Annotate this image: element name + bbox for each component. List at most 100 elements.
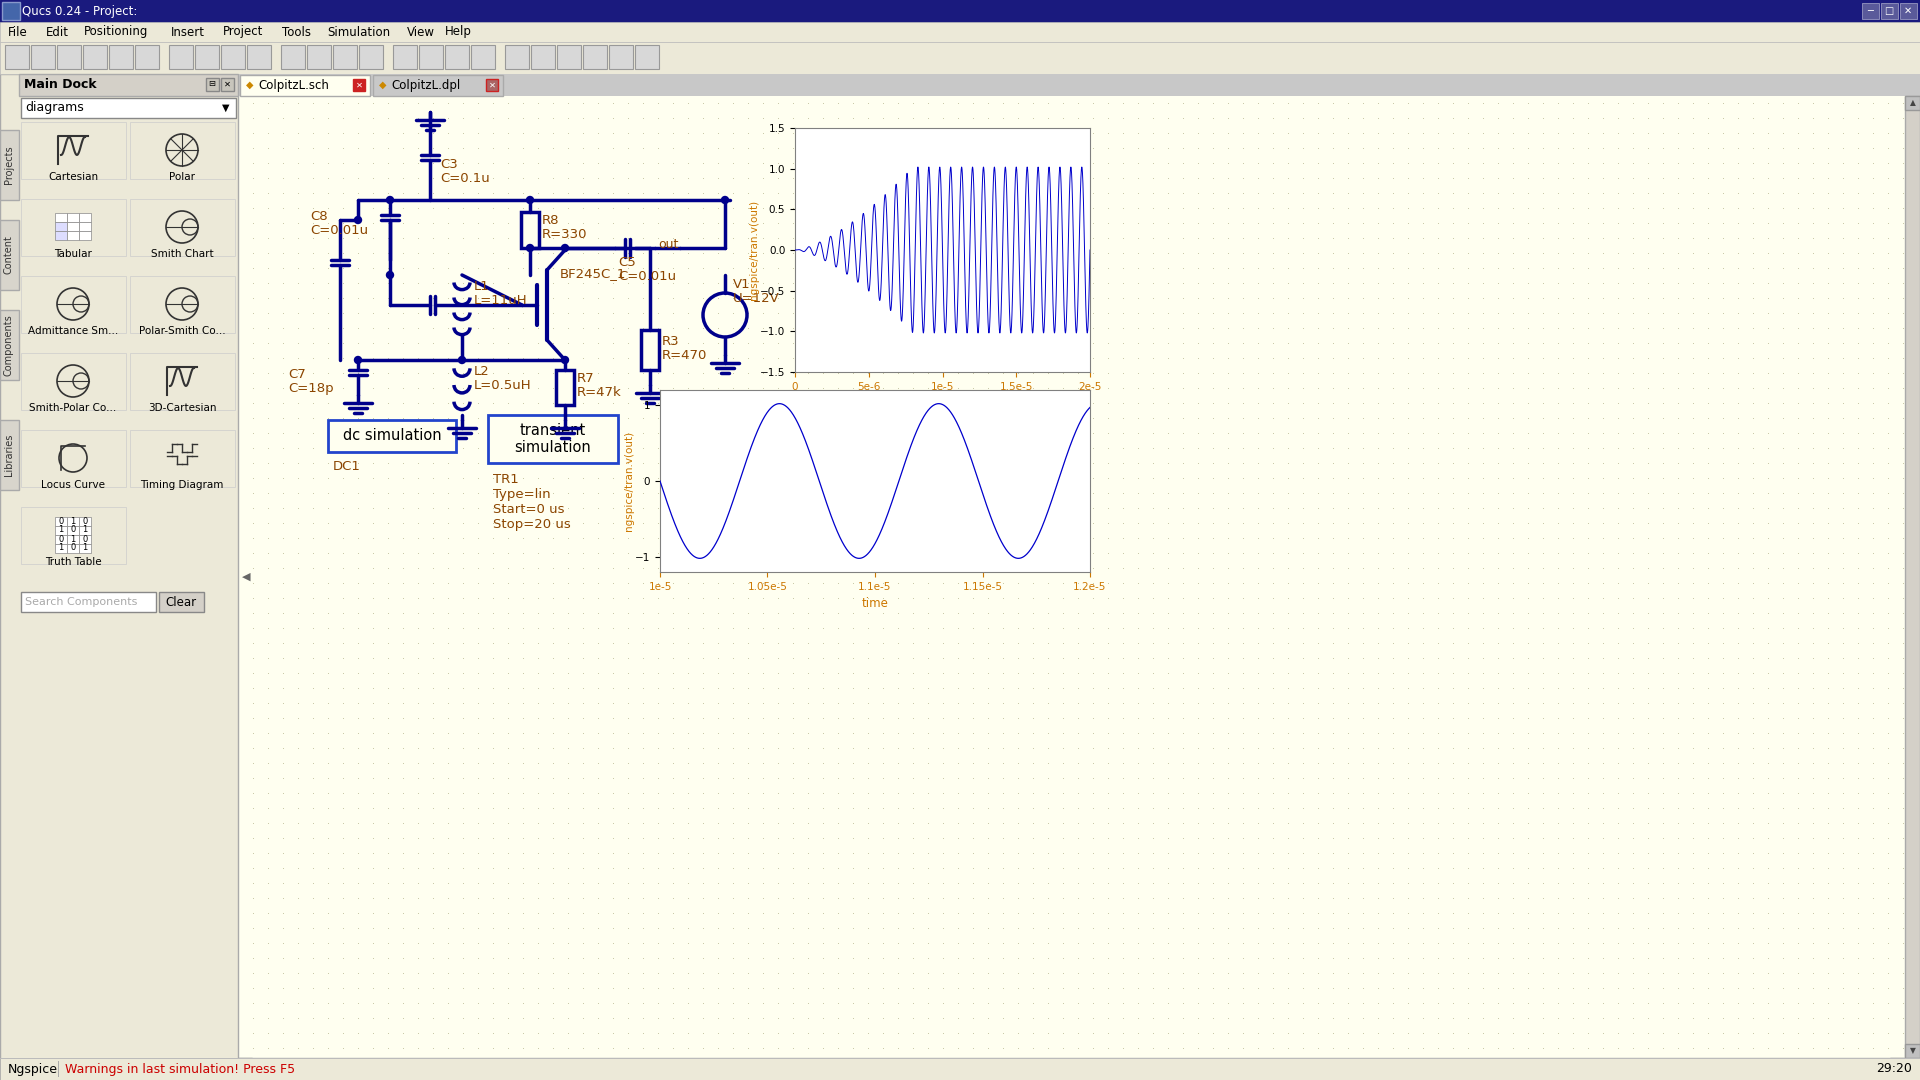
Bar <box>1905 1058 1920 1074</box>
Bar <box>248 45 271 69</box>
Bar <box>488 415 618 463</box>
Bar <box>0 420 19 490</box>
Text: ◆: ◆ <box>246 80 253 90</box>
Text: 1: 1 <box>71 535 75 543</box>
Bar <box>131 353 234 410</box>
Bar <box>21 592 156 612</box>
Bar <box>1905 1044 1920 1058</box>
Bar <box>56 517 67 526</box>
Bar <box>67 526 79 535</box>
Text: U=12V: U=12V <box>733 292 780 305</box>
Text: Components: Components <box>4 314 13 376</box>
Bar <box>21 507 127 564</box>
Bar <box>19 75 238 96</box>
Bar <box>1889 1058 1905 1074</box>
Bar <box>238 1058 252 1074</box>
Circle shape <box>355 356 361 364</box>
Circle shape <box>355 216 361 224</box>
Bar <box>131 199 234 256</box>
Bar <box>328 420 457 453</box>
Text: C=18p: C=18p <box>288 382 334 395</box>
Y-axis label: ngspice/tran.v(out): ngspice/tran.v(out) <box>624 431 634 531</box>
Text: diagrams: diagrams <box>25 102 84 114</box>
Bar <box>131 430 234 487</box>
Text: ▶: ▶ <box>1893 1061 1901 1069</box>
X-axis label: time: time <box>929 397 956 410</box>
Text: C=0.1u: C=0.1u <box>440 172 490 185</box>
Bar <box>1862 3 1880 19</box>
Text: Simulation: Simulation <box>326 26 390 39</box>
Bar <box>79 526 90 535</box>
Text: C8: C8 <box>309 210 328 222</box>
Text: 1: 1 <box>58 543 63 553</box>
Bar <box>56 213 67 222</box>
Text: R=470: R=470 <box>662 349 707 362</box>
Text: 0: 0 <box>83 535 88 543</box>
Bar <box>445 45 468 69</box>
Bar <box>332 45 357 69</box>
Text: 3D-Cartesian: 3D-Cartesian <box>148 403 217 413</box>
Bar <box>67 517 79 526</box>
Text: □: □ <box>1884 6 1893 16</box>
Bar <box>221 45 246 69</box>
Bar <box>205 78 219 91</box>
Text: Smith Chart: Smith Chart <box>150 249 213 259</box>
Text: ◀: ◀ <box>242 1061 248 1069</box>
Bar <box>79 222 90 231</box>
Bar <box>21 430 127 487</box>
Text: TR1: TR1 <box>493 473 518 486</box>
Bar <box>109 45 132 69</box>
Bar <box>131 276 234 333</box>
Bar <box>21 98 236 118</box>
Text: Start=0 us: Start=0 us <box>493 503 564 516</box>
Text: Search Components: Search Components <box>25 597 138 607</box>
Bar <box>83 45 108 69</box>
Text: Edit: Edit <box>46 26 69 39</box>
Bar <box>238 96 1905 1058</box>
Bar <box>238 1058 1905 1074</box>
Text: ⊟: ⊟ <box>209 80 215 89</box>
Text: Help: Help <box>445 26 472 39</box>
Y-axis label: ngspice/tran.v(out): ngspice/tran.v(out) <box>749 200 758 300</box>
Bar <box>1901 3 1916 19</box>
Bar <box>0 220 19 291</box>
Bar <box>196 45 219 69</box>
Bar <box>0 1058 1920 1080</box>
Bar <box>21 199 127 256</box>
Text: Warnings in last simulation! Press F5: Warnings in last simulation! Press F5 <box>65 1063 296 1076</box>
Bar <box>486 79 497 91</box>
Circle shape <box>722 197 728 203</box>
Text: Libraries: Libraries <box>4 434 13 476</box>
Text: DC1: DC1 <box>332 460 361 473</box>
Bar <box>609 45 634 69</box>
Text: out: out <box>659 238 678 251</box>
Text: ▲: ▲ <box>1910 98 1916 108</box>
Text: R3: R3 <box>662 335 680 348</box>
Bar <box>56 222 67 231</box>
Bar <box>79 544 90 553</box>
Text: Cartesian: Cartesian <box>48 172 98 183</box>
Bar <box>0 42 1920 75</box>
Text: ✕: ✕ <box>1905 6 1912 16</box>
Text: Projects: Projects <box>4 146 13 185</box>
Text: Main Dock: Main Dock <box>23 79 96 92</box>
Text: Content: Content <box>4 235 13 274</box>
Bar <box>238 75 1920 96</box>
Bar <box>56 526 67 535</box>
Bar <box>79 231 90 240</box>
Bar <box>520 212 540 248</box>
Bar <box>56 544 67 553</box>
Bar <box>240 75 371 96</box>
Text: Qucs 0.24 - Project:: Qucs 0.24 - Project: <box>21 4 138 17</box>
Bar <box>0 0 1920 22</box>
Text: ─: ─ <box>1866 6 1872 16</box>
Text: R7: R7 <box>578 372 595 384</box>
Bar <box>584 45 607 69</box>
Text: 1: 1 <box>71 516 75 526</box>
Bar <box>505 45 530 69</box>
Bar <box>0 130 19 200</box>
Text: Polar-Smith Co...: Polar-Smith Co... <box>138 326 225 336</box>
Text: Tabular: Tabular <box>54 249 92 259</box>
Bar <box>131 122 234 179</box>
Text: ColpitzL.dpl: ColpitzL.dpl <box>392 79 461 92</box>
